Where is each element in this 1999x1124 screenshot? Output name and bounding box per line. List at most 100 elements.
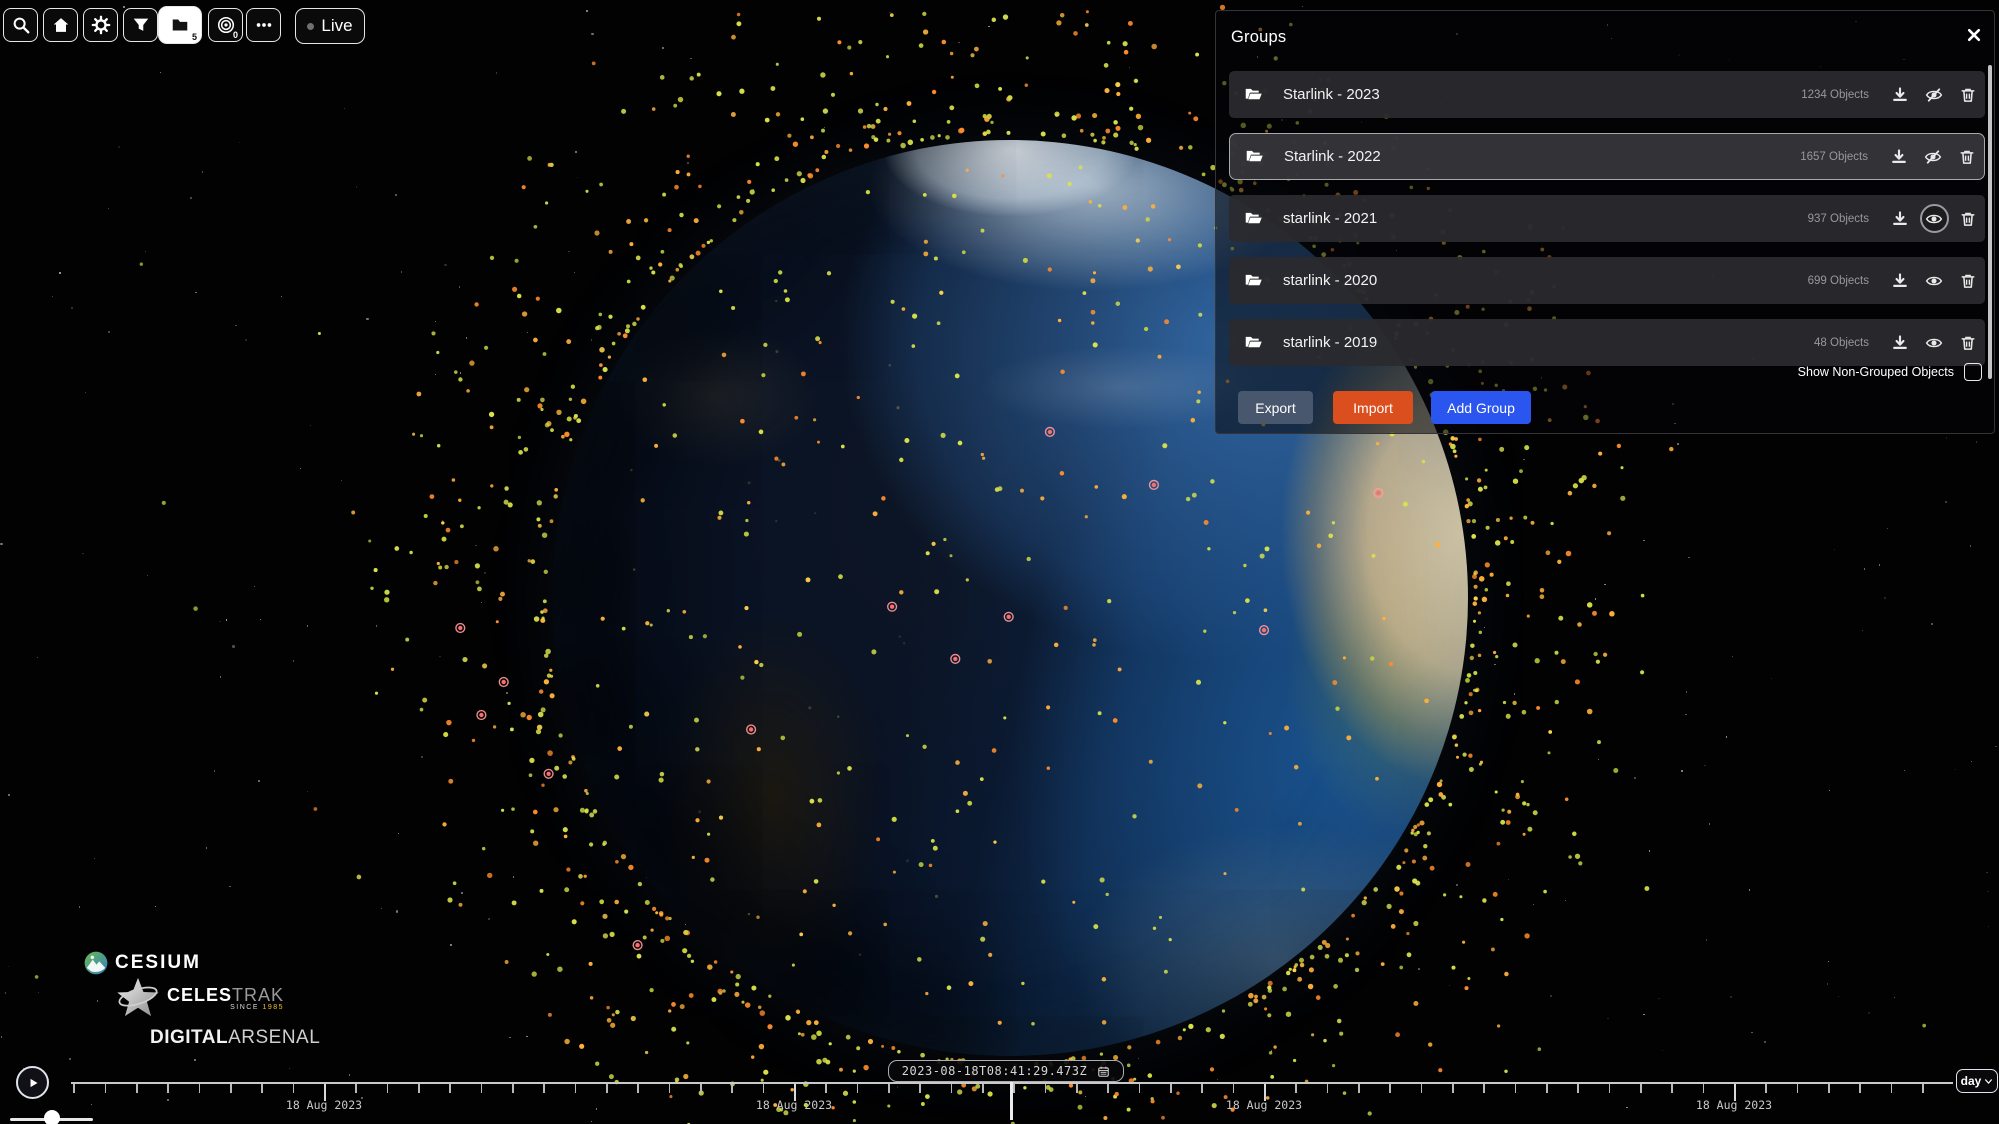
timeline-minor-tick [136, 1084, 138, 1093]
timeline-minor-tick [1671, 1084, 1673, 1093]
timeline-minor-tick [1326, 1084, 1329, 1093]
export-button[interactable]: Export [1238, 391, 1313, 424]
folder-open-icon [1244, 85, 1263, 104]
timeline-major-tick [1264, 1084, 1267, 1101]
toolbar-badge: 0 [232, 30, 238, 40]
group-name: starlink - 2019 [1283, 334, 1378, 351]
current-time-marker[interactable] [1010, 1082, 1013, 1120]
toolbar-search-button[interactable] [3, 8, 38, 42]
play-button[interactable] [16, 1066, 49, 1099]
group-row[interactable]: starlink - 2019 48 Objects [1229, 319, 1985, 366]
show-non-grouped-checkbox[interactable] [1964, 363, 1982, 381]
timeline-minor-tick [1483, 1084, 1485, 1093]
timeline-minor-tick [167, 1084, 169, 1093]
groups-panel: Groups Starlink - 2023 1234 Objects Star… [1215, 10, 1995, 434]
timeline-minor-tick [1044, 1084, 1047, 1093]
visibility-toggle-eye-off-icon[interactable] [1925, 86, 1943, 104]
download-button[interactable] [1891, 210, 1909, 228]
visibility-toggle-focus-ring[interactable] [1919, 204, 1949, 233]
download-button[interactable] [1890, 148, 1908, 166]
group-row[interactable]: Starlink - 2023 1234 Objects [1229, 71, 1985, 118]
group-object-count: 937 Objects [1807, 212, 1869, 225]
timeline-minor-tick [919, 1084, 921, 1093]
folder-open-icon [1245, 147, 1264, 166]
timeline-minor-tick [480, 1084, 483, 1093]
timeline-minor-tick [1608, 1084, 1611, 1093]
timeline-zoom-select[interactable]: day [1956, 1069, 1998, 1093]
download-button[interactable] [1891, 86, 1909, 104]
timeline-minor-tick [950, 1084, 953, 1093]
visibility-toggle-eye-icon[interactable] [1925, 210, 1943, 228]
live-button[interactable]: Live [295, 8, 365, 44]
toolbar-filter-button[interactable] [123, 8, 158, 42]
cesium-logo[interactable]: CESIUM [83, 950, 201, 976]
cesium-globe-icon [83, 950, 109, 976]
timeline-minor-tick [1107, 1084, 1109, 1093]
speed-slider-knob[interactable] [44, 1110, 60, 1124]
timeline-minor-tick [1922, 1084, 1924, 1093]
funnel-icon [131, 15, 151, 35]
delete-button[interactable] [1959, 272, 1977, 290]
toolbar-watchlist-button[interactable]: 0 [208, 8, 243, 42]
clock-display[interactable]: 2023-08-18T08:41:29.473Z [888, 1060, 1124, 1082]
celestrak-logo[interactable]: CELESTRAK SINCE 1985 [115, 975, 284, 1021]
visibility-toggle-eye-icon[interactable] [1925, 334, 1943, 352]
calendar-icon[interactable] [1097, 1065, 1110, 1078]
add-group-button[interactable]: Add Group [1431, 391, 1531, 424]
timeline-major-tick [1734, 1084, 1737, 1101]
timeline-minor-tick [1170, 1084, 1172, 1093]
timeline-minor-tick [543, 1084, 545, 1093]
timeline-minor-tick [1452, 1084, 1454, 1093]
visibility-toggle-eye-icon[interactable] [1925, 272, 1943, 290]
timeline-minor-tick [1389, 1084, 1391, 1093]
timeline-minor-tick [1828, 1084, 1830, 1093]
folder-open-icon [1244, 271, 1263, 290]
delete-button[interactable] [1959, 86, 1977, 104]
timeline-minor-tick [292, 1084, 295, 1093]
close-icon[interactable] [1966, 27, 1982, 43]
timeline-minor-tick [1859, 1084, 1861, 1093]
import-button[interactable]: Import [1333, 391, 1413, 424]
toolbar-badge: 5 [191, 32, 197, 42]
toolbar-settings-button[interactable] [83, 8, 118, 42]
timeline-minor-tick [1765, 1084, 1767, 1093]
group-row[interactable]: starlink - 2020 699 Objects [1229, 257, 1985, 304]
timeline-minor-tick [1138, 1084, 1141, 1093]
digital-arsenal-logo[interactable]: DIGITALARSENAL [150, 1027, 321, 1048]
download-button[interactable] [1891, 272, 1909, 290]
timeline-minor-tick [1295, 1084, 1297, 1093]
toolbar-groups-button[interactable]: 5 [158, 6, 202, 44]
timeline-minor-tick [856, 1084, 859, 1093]
toolbar-home-button[interactable] [43, 8, 78, 42]
timeline-minor-tick [1577, 1084, 1579, 1093]
group-object-count: 699 Objects [1807, 274, 1869, 287]
celestrak-logo-text: CELESTRAK SINCE 1985 [167, 985, 285, 1011]
timeline-minor-tick [1232, 1084, 1235, 1093]
download-button[interactable] [1891, 334, 1909, 352]
group-name: Starlink - 2022 [1284, 148, 1381, 165]
timeline-minor-tick [606, 1084, 608, 1093]
delete-button[interactable] [1958, 148, 1976, 166]
home-icon [51, 15, 71, 35]
timeline-minor-tick [1890, 1084, 1893, 1093]
group-object-count: 48 Objects [1814, 336, 1869, 349]
timeline-minor-tick [637, 1084, 639, 1093]
group-row[interactable]: Starlink - 2022 1657 Objects [1229, 133, 1985, 180]
live-indicator-dot [307, 22, 315, 30]
timeline-minor-tick [512, 1084, 514, 1093]
delete-button[interactable] [1959, 210, 1977, 228]
ellipsis-icon [254, 15, 274, 35]
toolbar-more-button[interactable] [246, 8, 281, 42]
timeline-minor-tick [230, 1084, 232, 1093]
delete-button[interactable] [1959, 334, 1977, 352]
visibility-toggle-eye-off-icon[interactable] [1924, 148, 1942, 166]
group-row[interactable]: starlink - 2021 937 Objects [1229, 195, 1985, 242]
timeline-date-label: 18 Aug 2023 [1695, 1098, 1773, 1112]
timeline-minor-tick [73, 1084, 75, 1093]
timeline-zoom-value: day [1960, 1074, 1982, 1088]
panel-scrollbar[interactable] [1988, 65, 1992, 379]
clock-text: 2023-08-18T08:41:29.473Z [901, 1064, 1088, 1078]
timeline-minor-tick [731, 1084, 733, 1093]
timeline-minor-tick [1546, 1084, 1548, 1093]
timeline-minor-tick [1420, 1084, 1423, 1093]
